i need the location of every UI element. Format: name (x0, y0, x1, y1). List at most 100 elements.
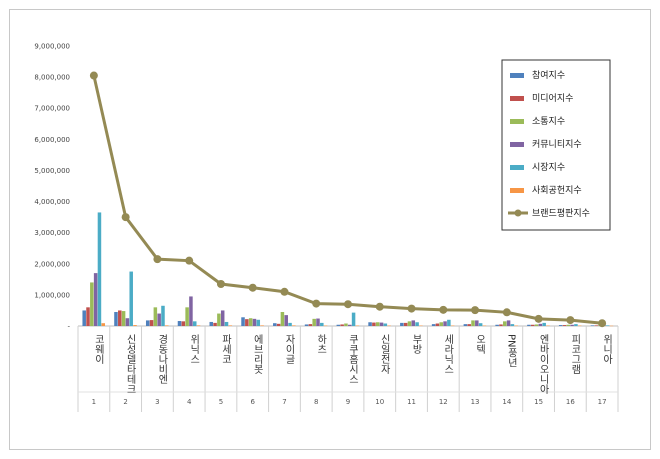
bar (181, 321, 186, 326)
bar (594, 325, 599, 326)
rank-label: 4 (187, 398, 192, 406)
bar (411, 320, 416, 326)
brand-index-point (89, 71, 98, 80)
bar (273, 323, 277, 326)
bar (387, 325, 391, 327)
bar (435, 323, 440, 326)
category-label: 코웨이 (92, 334, 104, 365)
bar (514, 325, 518, 327)
bar (308, 324, 313, 326)
bar (534, 324, 539, 326)
bar (609, 325, 614, 327)
category-label: 경동나비엔 (156, 333, 168, 384)
brand-index-point (248, 283, 257, 292)
legend-swatch (510, 165, 524, 170)
bar (431, 324, 436, 326)
legend-swatch (510, 142, 524, 147)
legend-label: 시장지수 (532, 162, 565, 173)
bar (256, 319, 261, 326)
bar (288, 322, 292, 326)
bar (292, 325, 296, 326)
bar (407, 321, 412, 326)
legend-line-marker (514, 209, 522, 217)
brand-index-point (407, 304, 416, 313)
bar (101, 323, 106, 326)
category-label: 위니아 (601, 333, 613, 365)
bar (530, 324, 535, 326)
bar (450, 325, 455, 327)
rank-label: 10 (375, 398, 384, 406)
bar (189, 296, 193, 326)
brand-index-point (471, 306, 480, 315)
bar (245, 319, 249, 326)
bar (443, 321, 447, 326)
brand-index-point (185, 256, 194, 265)
category-label: 쿠쿠홈시스 (347, 334, 359, 384)
bar (419, 325, 423, 327)
bar (209, 321, 214, 326)
rank-label: 13 (471, 398, 480, 406)
rank-label: 6 (250, 398, 255, 406)
bar (118, 310, 122, 326)
bar (379, 322, 384, 326)
rank-label: 15 (534, 398, 543, 406)
bar (510, 324, 515, 326)
bar (478, 323, 483, 326)
category-label: 엔바이오니아 (537, 334, 549, 395)
bar (145, 320, 150, 326)
bar (129, 271, 133, 326)
bar (471, 320, 475, 326)
y-tick-label: - (67, 323, 70, 331)
bar (192, 321, 197, 326)
y-tick-label: 4,000,000 (34, 198, 70, 206)
brand-index-point (502, 308, 511, 317)
legend-label: 소통지수 (532, 116, 565, 127)
y-tick-label: 9,000,000 (34, 43, 70, 51)
y-tick-label: 7,000,000 (34, 105, 70, 113)
bar (213, 322, 217, 326)
bar (161, 305, 165, 326)
bar (248, 318, 253, 326)
bar (372, 322, 376, 326)
bar (463, 324, 468, 326)
bar (415, 322, 419, 326)
bar (149, 320, 154, 326)
bar (482, 325, 487, 327)
bar (316, 318, 320, 326)
rank-label: 12 (439, 398, 448, 406)
bar (82, 310, 86, 326)
bar (280, 312, 285, 326)
y-tick-label: 3,000,000 (34, 229, 70, 237)
brand-index-point (121, 213, 130, 222)
brand-index-point (439, 305, 448, 314)
bar (499, 324, 503, 326)
bar (605, 325, 610, 326)
bar (344, 323, 348, 326)
brand-index-point (280, 287, 289, 296)
bar (165, 325, 169, 326)
bar (447, 319, 451, 326)
bar (546, 325, 550, 327)
brand-index-point (375, 302, 384, 311)
bar (320, 322, 324, 326)
category-label: 에브리봇 (251, 334, 263, 374)
legend-swatch (510, 96, 524, 101)
category-label: 자이글 (283, 334, 295, 364)
bar (86, 307, 90, 326)
bar (403, 322, 408, 326)
bar (224, 321, 229, 326)
bar (467, 324, 471, 326)
bar (558, 325, 563, 326)
bar (368, 322, 372, 326)
bar (542, 322, 546, 326)
bar (276, 323, 281, 326)
legend-label: 참여지수 (532, 69, 565, 81)
rank-label: 8 (314, 398, 318, 406)
category-label: 부방 (410, 334, 422, 354)
bar (323, 325, 328, 327)
bar (574, 324, 578, 326)
category-label: 오텍 (474, 334, 486, 355)
brand-index-point (312, 299, 321, 308)
y-tick-label: 5,000,000 (34, 167, 70, 175)
bar (375, 322, 380, 326)
